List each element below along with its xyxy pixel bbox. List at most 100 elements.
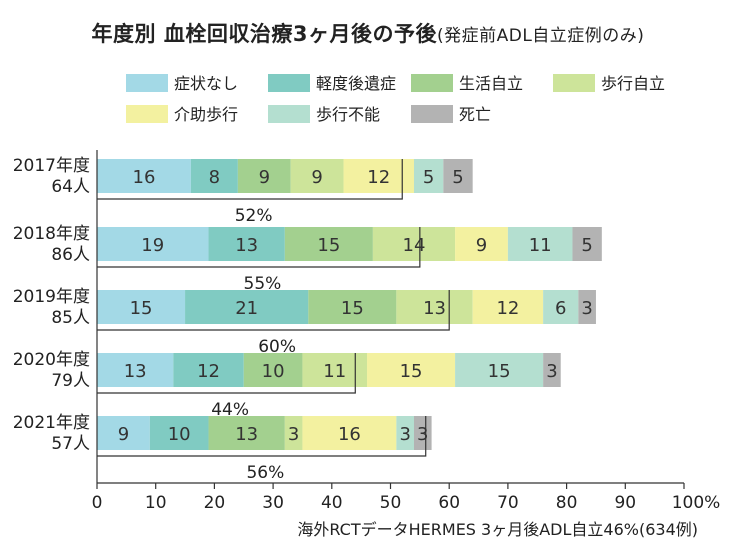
y-tick-label-count: 64人 (51, 177, 90, 197)
chart-footnote: 海外RCTデータHERMES 3ヶ月後ADL自立46%(634例) (297, 520, 698, 539)
x-tick-label: 30 (262, 493, 284, 513)
bar-segment (208, 227, 285, 261)
data-label: 5 (581, 235, 592, 256)
data-label: 9 (311, 167, 322, 188)
legend-swatch (126, 74, 168, 92)
data-label: 15 (488, 361, 511, 382)
bar-segment (185, 290, 309, 324)
data-label: 5 (452, 167, 463, 188)
bar-segment (396, 416, 414, 450)
data-label: 12 (367, 167, 390, 188)
data-label: 3 (417, 424, 428, 445)
legend-swatch (411, 105, 453, 123)
independence-label: 44% (211, 400, 249, 420)
legend-swatch (268, 74, 310, 92)
data-label: 13 (124, 361, 147, 382)
bar-segment (284, 227, 373, 261)
bar-segment (543, 290, 579, 324)
legend-swatch (268, 105, 310, 123)
x-tick-label: 0 (92, 493, 103, 513)
bar-segment (413, 159, 444, 193)
legend-swatch (553, 74, 595, 92)
data-label: 3 (546, 361, 557, 382)
data-label: 21 (235, 298, 258, 319)
legend-label: 死亡 (459, 105, 491, 124)
data-label: 9 (259, 167, 270, 188)
bar-segment (367, 353, 456, 387)
data-label: 14 (403, 235, 426, 256)
data-label: 16 (338, 424, 361, 445)
bar-segment (396, 290, 473, 324)
bar-segment (543, 353, 561, 387)
data-label: 11 (323, 361, 346, 382)
data-label: 13 (235, 235, 258, 256)
data-label: 15 (341, 298, 364, 319)
x-tick-label: 40 (321, 493, 343, 513)
legend-label: 生活自立 (459, 74, 523, 93)
bar-segment (302, 353, 368, 387)
independence-bracket (97, 353, 356, 394)
data-label: 19 (141, 235, 164, 256)
independence-bracket (97, 416, 427, 457)
independence-bracket (97, 159, 403, 200)
bar-segment (190, 159, 238, 193)
bar-segment (372, 227, 456, 261)
independence-bracket (97, 290, 450, 331)
independence-bracket (97, 227, 421, 268)
y-tick-label-year: 2019年度 (13, 287, 90, 307)
bar-segment (97, 159, 191, 193)
bar-segment (572, 227, 602, 261)
chart-title-main: 年度別 血栓回収治療3ヶ月後の予後 (91, 22, 437, 46)
y-tick-label-count: 79人 (51, 371, 90, 391)
data-label: 15 (130, 298, 153, 319)
x-tick-label: 20 (204, 493, 226, 513)
bar-segment (97, 227, 209, 261)
y-tick-label-year: 2020年度 (13, 350, 90, 370)
y-tick-label-count: 85人 (51, 308, 90, 328)
data-label: 9 (476, 235, 487, 256)
bar-segment (455, 227, 508, 261)
bar-segment (443, 159, 473, 193)
x-tick-label: 10 (145, 493, 167, 513)
data-label: 13 (423, 298, 446, 319)
data-label: 9 (118, 424, 129, 445)
y-tick-label-count: 86人 (51, 245, 90, 265)
independence-label: 60% (258, 337, 296, 357)
x-tick-label: 90 (614, 493, 636, 513)
legend-label: 歩行不能 (316, 105, 380, 124)
bar-segment (290, 159, 344, 193)
independence-label: 52% (235, 206, 273, 226)
bar-segment (97, 416, 150, 450)
bar-segment (455, 353, 544, 387)
data-label: 15 (400, 361, 423, 382)
x-tick-label: 60 (438, 493, 460, 513)
data-label: 8 (209, 167, 220, 188)
data-label: 11 (529, 235, 552, 256)
legend-label: 歩行自立 (601, 74, 665, 93)
bar-segment (578, 290, 596, 324)
data-label: 12 (197, 361, 220, 382)
independence-label: 55% (244, 274, 282, 294)
bar-segment (413, 416, 432, 450)
data-label: 15 (317, 235, 340, 256)
data-label: 3 (399, 424, 410, 445)
bar-segment (507, 227, 573, 261)
x-tick-label: 100% (672, 493, 721, 513)
legend-label: 介助歩行 (174, 105, 238, 124)
bar-segment (308, 290, 397, 324)
chart-title: 年度別 血栓回収治療3ヶ月後の予後(発症前ADL自立症例のみ) (0, 18, 736, 48)
independence-label: 56% (246, 463, 284, 483)
bar-segment (472, 290, 544, 324)
x-tick-label: 50 (380, 493, 402, 513)
y-tick-label-year: 2018年度 (13, 224, 90, 244)
bar-segment (97, 353, 174, 387)
data-label: 3 (581, 298, 592, 319)
data-label: 13 (235, 424, 258, 445)
data-label: 6 (555, 298, 566, 319)
bar-segment (243, 353, 303, 387)
data-label: 10 (262, 361, 285, 382)
legend-label: 症状なし (174, 74, 238, 93)
bar-segment (208, 416, 285, 450)
data-label: 3 (288, 424, 299, 445)
bar-segment (149, 416, 209, 450)
